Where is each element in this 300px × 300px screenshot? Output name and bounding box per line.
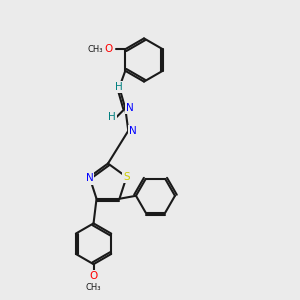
- Text: O: O: [89, 271, 98, 281]
- Text: O: O: [105, 44, 113, 54]
- Text: N: N: [85, 173, 93, 184]
- Text: H: H: [116, 82, 123, 92]
- Text: CH₃: CH₃: [86, 283, 101, 292]
- Text: CH₃: CH₃: [88, 45, 103, 54]
- Text: N: N: [126, 103, 134, 113]
- Text: S: S: [123, 172, 130, 182]
- Text: N: N: [129, 126, 137, 136]
- Text: H: H: [108, 112, 116, 122]
